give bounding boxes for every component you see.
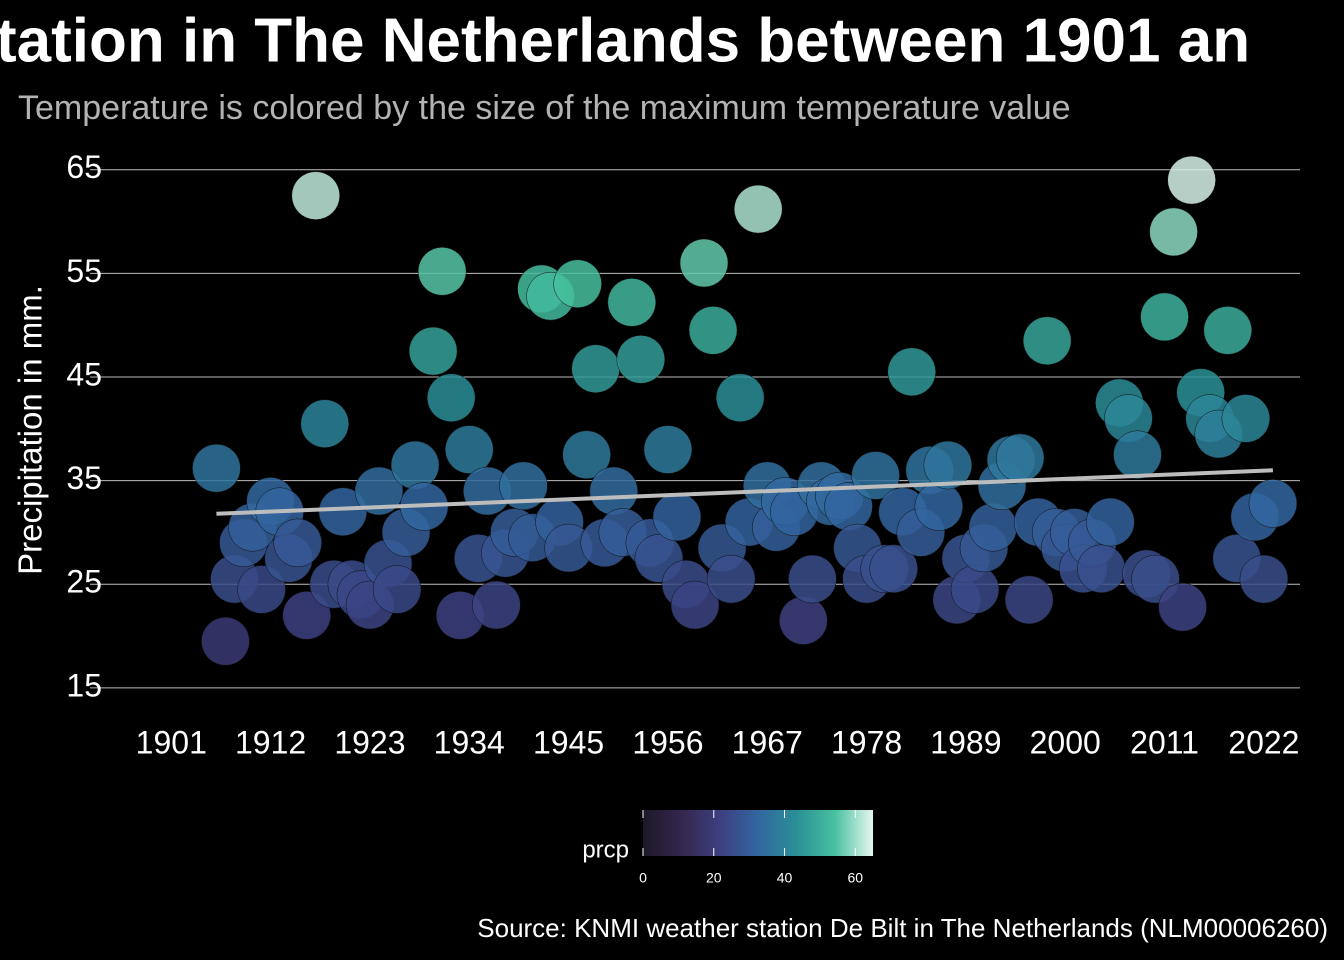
- point: [914, 482, 964, 531]
- point: [408, 326, 458, 376]
- x-tick-label: 1978: [831, 724, 902, 760]
- point: [1140, 292, 1189, 342]
- point: [1022, 316, 1072, 365]
- point: [282, 591, 331, 640]
- point: [571, 344, 620, 393]
- x-tick-label: 1989: [930, 724, 1001, 760]
- y-tick-label: 25: [66, 564, 102, 600]
- point: [1086, 497, 1135, 547]
- x-tick-label: 1934: [434, 724, 505, 760]
- point: [779, 596, 828, 645]
- chart-title: tation in The Netherlands between 1901 a…: [0, 6, 1250, 75]
- y-tick-label: 45: [66, 356, 102, 392]
- point: [968, 503, 1018, 552]
- point: [472, 580, 521, 630]
- y-tick-label: 65: [66, 149, 102, 185]
- x-tick-label: 1912: [235, 724, 306, 760]
- colorbar-tick-label: 60: [848, 870, 864, 886]
- point: [607, 278, 657, 327]
- point: [201, 617, 250, 666]
- x-tick-label: 1956: [632, 724, 703, 760]
- point: [995, 433, 1045, 483]
- point: [372, 565, 422, 614]
- colorbar-tick-label: 0: [639, 870, 647, 886]
- point: [1158, 582, 1207, 632]
- point: [499, 461, 548, 511]
- source-note: Source: KNMI weather station De Bilt in …: [477, 913, 1328, 943]
- point: [1203, 306, 1253, 355]
- point: [1221, 394, 1271, 443]
- point: [300, 399, 350, 448]
- x-tick-label: 1967: [732, 724, 803, 760]
- point: [788, 554, 837, 604]
- point: [417, 247, 467, 296]
- point: [706, 554, 756, 604]
- point: [354, 466, 404, 516]
- colorbar: [643, 810, 873, 856]
- point: [553, 259, 602, 308]
- point: [733, 184, 783, 234]
- point: [688, 306, 738, 355]
- point: [445, 425, 494, 474]
- x-tick-label: 1901: [136, 724, 207, 760]
- x-tick-label: 1923: [334, 724, 405, 760]
- point: [887, 347, 936, 397]
- point: [869, 544, 918, 593]
- point: [1239, 554, 1289, 604]
- point: [562, 430, 611, 479]
- y-tick-label: 35: [66, 460, 102, 496]
- point: [273, 518, 322, 568]
- colorbar-title: prcp: [582, 836, 629, 863]
- point: [950, 565, 1000, 614]
- y-tick-label: 55: [66, 253, 102, 289]
- colorbar-tick-label: 20: [706, 870, 722, 886]
- point: [652, 492, 702, 542]
- point: [923, 440, 973, 490]
- chart-subtitle: Temperature is colored by the size of th…: [18, 89, 1071, 127]
- point: [426, 373, 476, 422]
- point: [670, 580, 720, 630]
- y-axis-label: Precipitation in mm.: [12, 285, 49, 575]
- point: [715, 373, 765, 422]
- point: [643, 425, 693, 474]
- point: [1248, 479, 1298, 528]
- y-tick-label: 15: [66, 667, 102, 703]
- point: [192, 443, 241, 493]
- point: [679, 238, 729, 288]
- point: [1004, 575, 1054, 625]
- point: [1113, 430, 1162, 479]
- point: [589, 466, 638, 516]
- point: [237, 565, 286, 614]
- point: [1167, 155, 1216, 205]
- point: [1077, 544, 1126, 593]
- point: [390, 440, 440, 490]
- trend-line: [216, 468, 1273, 516]
- point: [291, 171, 340, 220]
- point: [616, 335, 666, 384]
- point: [1149, 207, 1198, 257]
- colorbar-tick-label: 40: [777, 870, 793, 886]
- x-tick-label: 2022: [1228, 724, 1299, 760]
- x-tick-label: 1945: [533, 724, 604, 760]
- x-tick-label: 2011: [1130, 724, 1199, 760]
- x-tick-label: 2000: [1030, 724, 1101, 760]
